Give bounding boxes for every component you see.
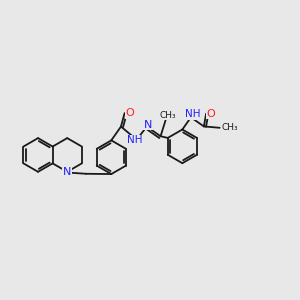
Text: N: N: [144, 120, 152, 130]
Text: CH₃: CH₃: [221, 123, 238, 132]
Text: NH: NH: [127, 135, 142, 146]
Text: NH: NH: [185, 109, 201, 119]
Text: O: O: [125, 108, 134, 118]
Text: CH₃: CH₃: [159, 111, 176, 120]
Text: O: O: [207, 109, 215, 119]
Text: N: N: [63, 167, 71, 177]
